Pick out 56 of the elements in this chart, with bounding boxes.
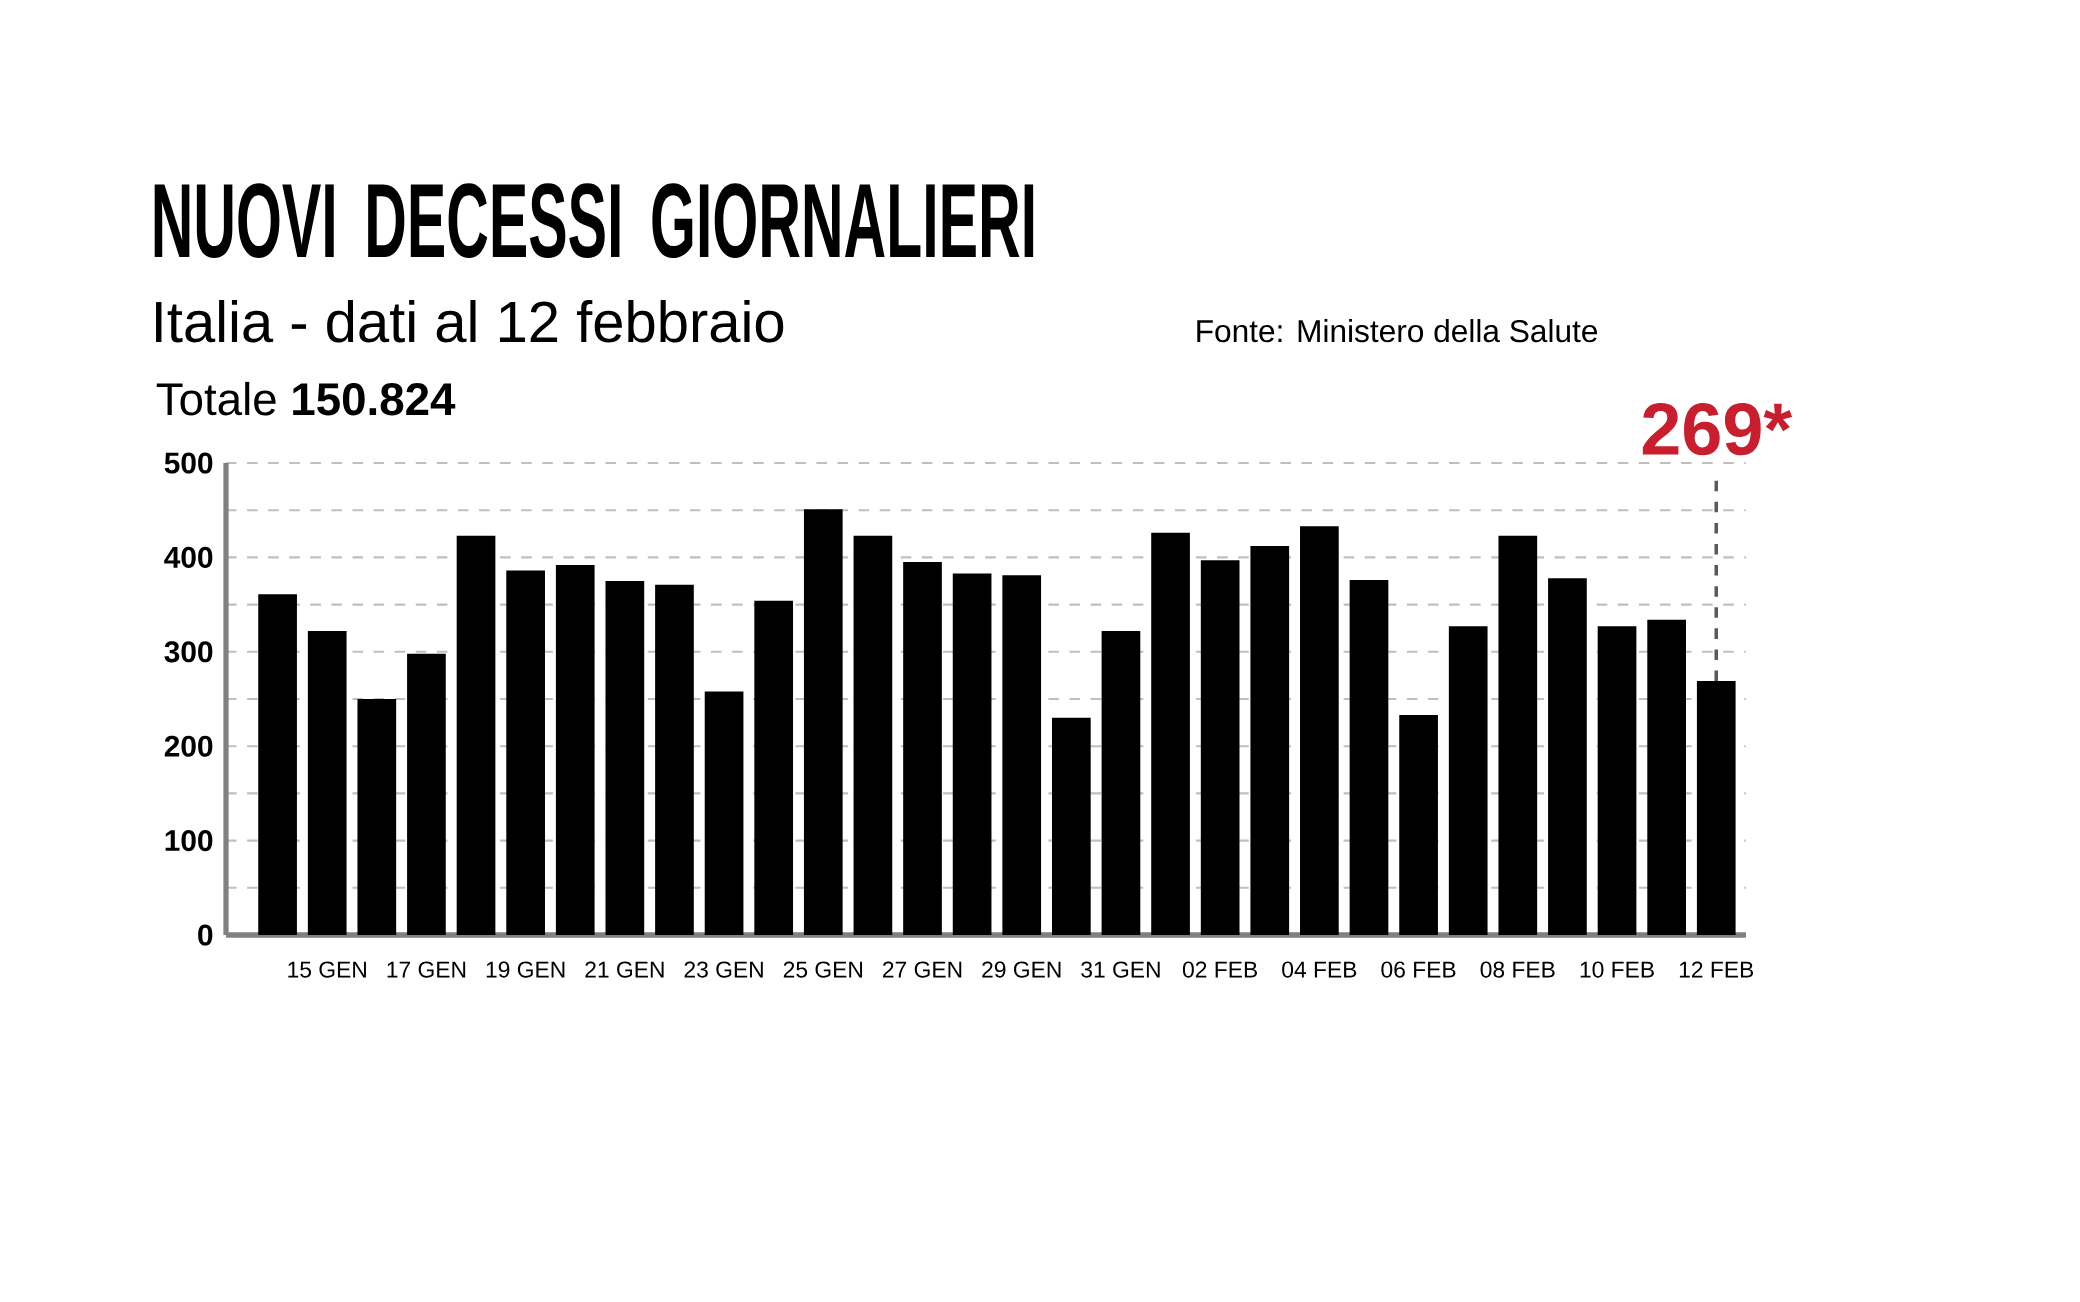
- bar: [1349, 580, 1389, 935]
- bar: [456, 535, 496, 935]
- x-tick-label: 27 GEN: [883, 961, 962, 978]
- y-tick-label: 400: [164, 546, 213, 568]
- bar: [704, 691, 744, 935]
- bar: [754, 600, 794, 935]
- chart-title: NUOVI DECESSI GIORNALIERI: [154, 183, 1034, 259]
- data-label: 269*: [1642, 403, 1793, 456]
- x-tick-label: 31 GEN: [1081, 961, 1160, 978]
- bar: [1448, 626, 1488, 935]
- chart-subtitle: Italia - dati al 12 febbraio: [156, 299, 784, 343]
- bar: [952, 573, 992, 935]
- y-tick-label: 100: [165, 830, 213, 852]
- x-tick-label: 15 GEN: [288, 961, 366, 978]
- bar: [1548, 578, 1587, 935]
- y-tick-label: 0: [198, 924, 213, 946]
- bar: [506, 570, 545, 935]
- source-note: Fonte: Ministero della Salute: [1197, 319, 1598, 343]
- bar: [655, 584, 694, 935]
- x-tick-label: 23 GEN: [684, 961, 763, 978]
- bar: [1647, 619, 1686, 935]
- bar: [903, 562, 942, 935]
- bar: [803, 509, 843, 935]
- x-tick-label: 06 FEB: [1381, 961, 1456, 978]
- x-tick-label: 04 FEB: [1282, 961, 1357, 978]
- bar: [357, 698, 397, 935]
- x-tick-label: 21 GEN: [585, 961, 664, 978]
- bar: [1051, 717, 1091, 935]
- bar: [1696, 681, 1736, 935]
- bar: [1151, 532, 1190, 935]
- x-tick-label: 02 FEB: [1182, 961, 1257, 978]
- bar: [407, 653, 446, 935]
- text: Totale 150.824: [156, 381, 456, 416]
- x-tick-label: 19 GEN: [486, 961, 565, 978]
- x-tick-label: 17 GEN: [387, 961, 466, 978]
- bar: [1002, 575, 1042, 935]
- bar: [1498, 535, 1538, 935]
- x-tick-label: 29 GEN: [982, 961, 1061, 978]
- x-tick-label: 08 FEB: [1480, 961, 1555, 978]
- bar: [605, 581, 645, 935]
- bar: [1101, 631, 1141, 935]
- bar: [1597, 626, 1637, 935]
- x-tick-label: 12 FEB: [1679, 961, 1754, 978]
- bar: [1250, 546, 1290, 935]
- y-tick-label: 200: [164, 735, 213, 757]
- x-tick-label: 10 FEB: [1580, 961, 1654, 978]
- y-tick-label: 500: [164, 452, 213, 474]
- bar: [853, 535, 893, 935]
- x-tick-label: 25 GEN: [783, 961, 863, 978]
- bar: [1399, 715, 1438, 935]
- bar: [1200, 560, 1240, 935]
- bar: [307, 631, 347, 935]
- y-tick-label: 300: [164, 641, 213, 663]
- bar: [258, 594, 297, 935]
- bar: [1300, 526, 1339, 935]
- bar: [555, 564, 595, 935]
